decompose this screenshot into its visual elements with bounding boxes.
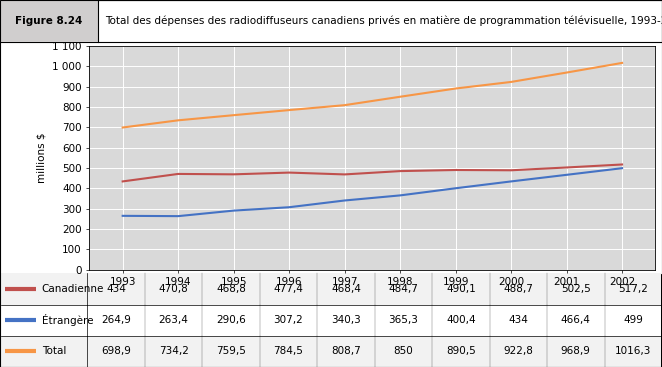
FancyBboxPatch shape <box>1 273 661 305</box>
FancyBboxPatch shape <box>0 0 662 42</box>
FancyBboxPatch shape <box>1 305 661 336</box>
Text: 477,4: 477,4 <box>273 284 303 294</box>
Text: 1016,3: 1016,3 <box>615 346 651 356</box>
Text: 365,3: 365,3 <box>389 315 418 325</box>
Text: Étrangère: Étrangère <box>42 314 93 326</box>
FancyBboxPatch shape <box>1 273 661 367</box>
Text: 499: 499 <box>624 315 643 325</box>
Text: 890,5: 890,5 <box>446 346 476 356</box>
Text: 400,4: 400,4 <box>446 315 476 325</box>
Y-axis label: millions $: millions $ <box>36 132 47 183</box>
Text: 517,2: 517,2 <box>618 284 648 294</box>
Text: Canadienne: Canadienne <box>42 284 104 294</box>
Text: 488,7: 488,7 <box>503 284 534 294</box>
Text: 784,5: 784,5 <box>273 346 303 356</box>
Text: 307,2: 307,2 <box>273 315 303 325</box>
Text: 468,8: 468,8 <box>216 284 246 294</box>
Text: 484,7: 484,7 <box>389 284 418 294</box>
FancyBboxPatch shape <box>0 0 98 42</box>
Text: 968,9: 968,9 <box>561 346 591 356</box>
Text: Total: Total <box>42 346 66 356</box>
Text: 734,2: 734,2 <box>159 346 189 356</box>
Text: Total des dépenses des radiodiffuseurs canadiens privés en matière de programmat: Total des dépenses des radiodiffuseurs c… <box>105 16 662 26</box>
Text: 290,6: 290,6 <box>216 315 246 325</box>
Text: 434: 434 <box>508 315 528 325</box>
Text: Figure 8.24: Figure 8.24 <box>15 16 83 26</box>
Text: 759,5: 759,5 <box>216 346 246 356</box>
Text: 922,8: 922,8 <box>503 346 534 356</box>
Text: 698,9: 698,9 <box>101 346 131 356</box>
Text: 808,7: 808,7 <box>331 346 361 356</box>
FancyBboxPatch shape <box>1 336 661 367</box>
Text: 434: 434 <box>106 284 126 294</box>
Text: 470,8: 470,8 <box>159 284 189 294</box>
Text: 502,5: 502,5 <box>561 284 591 294</box>
Text: 490,1: 490,1 <box>446 284 476 294</box>
Text: 850: 850 <box>393 346 413 356</box>
Text: 466,4: 466,4 <box>561 315 591 325</box>
Text: 468,4: 468,4 <box>331 284 361 294</box>
Text: 340,3: 340,3 <box>331 315 361 325</box>
Text: 263,4: 263,4 <box>159 315 189 325</box>
Text: 264,9: 264,9 <box>101 315 131 325</box>
